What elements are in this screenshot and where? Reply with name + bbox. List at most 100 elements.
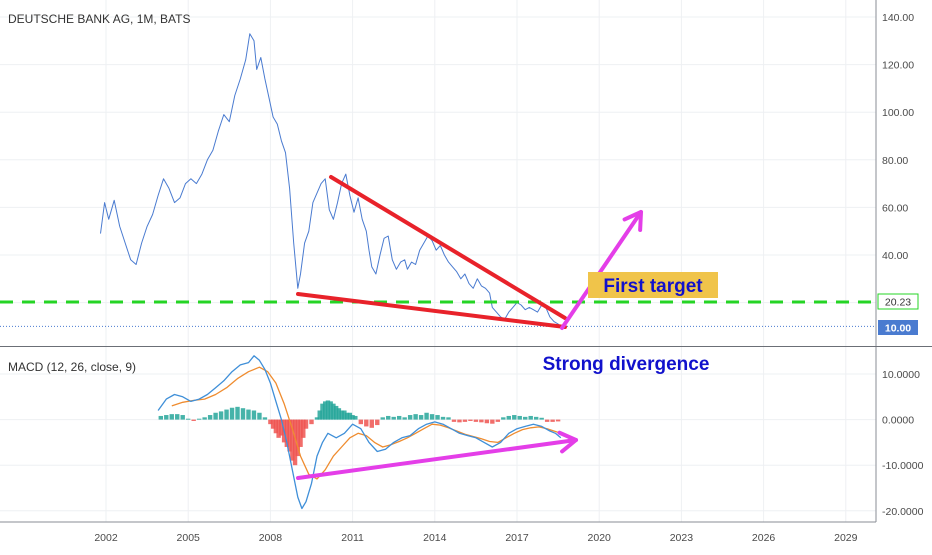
macd-histogram-bar (169, 414, 174, 420)
macd-histogram-bar (240, 408, 246, 420)
macd-histogram-bar (369, 419, 374, 428)
macd-histogram-bar (533, 416, 539, 420)
macd-histogram-bar (435, 415, 440, 420)
x-tick-label: 2023 (670, 532, 694, 544)
price-y-tick-label: 100.00 (882, 107, 914, 119)
lower-trendline (296, 292, 567, 329)
x-tick-label: 2017 (505, 532, 529, 544)
macd-histogram-bar (213, 412, 218, 420)
price-y-tick-label: 140.00 (882, 12, 914, 24)
macd-histogram-bar (495, 419, 501, 422)
first-target-label: First target (588, 272, 718, 298)
macd-histogram-bar (424, 412, 429, 420)
macd-histogram-bar (375, 419, 380, 426)
drawing-overlay (0, 175, 876, 480)
macd-histogram-bar (284, 419, 290, 447)
macd-histogram-bar (506, 415, 511, 420)
macd-histogram-bar (462, 419, 468, 422)
first-target-text: First target (603, 276, 703, 297)
macd-y-tick-label: 10.0000 (882, 369, 920, 381)
macd-histogram-bar (440, 416, 446, 420)
macd-histogram-bar (523, 416, 528, 420)
price-y-tick-label: 40.00 (882, 250, 908, 262)
macd-histogram-bar (320, 403, 325, 420)
macd-histogram-bar (550, 419, 555, 422)
price-y-tick-label: 120.00 (882, 60, 914, 72)
level-label-background (877, 293, 919, 310)
macd-histogram-bar (528, 415, 533, 420)
macd-histogram-bar (517, 415, 522, 420)
macd-histogram-bar (314, 417, 320, 420)
macd-histogram-bar (164, 415, 169, 420)
macd-histogram-bar (347, 412, 353, 420)
macd-histogram-bar (331, 403, 336, 420)
price-line (100, 33, 562, 327)
macd-histogram-bar (468, 419, 473, 421)
x-tick-label: 2020 (588, 532, 612, 544)
macd-histogram-bar (224, 409, 229, 420)
macd-histogram-bar (358, 419, 364, 425)
x-tick-label: 2011 (341, 532, 364, 544)
macd-histogram-bar (484, 419, 490, 424)
last-price-background (878, 320, 918, 335)
x-tick-label: 2008 (259, 532, 283, 544)
macd-histogram-bar (292, 419, 298, 466)
macd-histogram-bar (301, 419, 306, 438)
macd-histogram-bar (325, 400, 331, 420)
macd-histogram-bar (270, 419, 276, 429)
macd-histogram-bar (298, 419, 303, 447)
macd-line (157, 355, 562, 510)
macd-histogram-bar (386, 415, 391, 420)
macd-histogram-bar (544, 419, 550, 422)
macd-histogram (158, 400, 561, 466)
macd-histogram-bar (196, 418, 202, 420)
macd-histogram-bar (512, 415, 517, 420)
macd-histogram-bar (446, 417, 451, 420)
macd-histogram-bar (186, 418, 191, 420)
macd-histogram-bar (353, 415, 358, 420)
x-tick-label: 2002 (94, 532, 118, 544)
last-price-text: 10.00 (885, 323, 911, 335)
macd-histogram-bar (350, 415, 355, 420)
macd-histogram-bar (246, 409, 251, 420)
x-tick-label: 2026 (752, 532, 776, 544)
macd-histogram-bar (473, 419, 479, 422)
macd-histogram-bar (290, 419, 295, 461)
x-tick-label: 2014 (423, 532, 447, 544)
tick-labels: 2002 2005 2008 2011 2014 2017 2020 2023 2026 2029… (94, 12, 923, 544)
macd-histogram-bar (413, 414, 418, 420)
macd-histogram-bar (501, 417, 506, 420)
macd-histogram-bar (336, 408, 342, 420)
macd-histogram-bar (295, 419, 300, 457)
macd-histogram-bar (175, 414, 180, 420)
macd-histogram-bar (418, 415, 424, 420)
macd-histogram-bar (218, 411, 224, 420)
macd-y-tick-label: -10.0000 (882, 460, 924, 472)
macd-histogram-bar (158, 415, 163, 420)
divergence-arrow-head (557, 430, 578, 454)
macd-histogram-bar (268, 419, 273, 425)
macd-histogram-bar (339, 410, 344, 420)
level-label-box: 20.23 (877, 293, 919, 310)
macd-histogram-bar (235, 406, 240, 420)
macd-indicator-label: MACD (12, 26, close, 9) (8, 360, 136, 374)
macd-histogram-bar (391, 416, 396, 420)
chart-title: DEUTSCHE BANK AG, 1M, BATS (8, 12, 190, 26)
breakout-arrow-head (622, 210, 643, 232)
macd-histogram-bar (276, 419, 281, 438)
macd-histogram-bar (328, 401, 333, 420)
x-tick-label: 2029 (834, 532, 858, 544)
upper-trendline (329, 175, 567, 320)
macd-histogram-bar (273, 419, 279, 434)
price-y-tick-label: 80.00 (882, 155, 908, 167)
macd-histogram-bar (251, 410, 257, 420)
macd-histogram-bar (287, 419, 292, 452)
macd-histogram-bar (191, 419, 196, 421)
macd-histogram-bar (490, 419, 495, 424)
breakout-arrow (560, 210, 643, 330)
macd-histogram-bar (539, 417, 544, 420)
grid-lines (0, 0, 876, 522)
macd-histogram-bar (402, 417, 407, 420)
macd-histogram-bar (333, 405, 339, 420)
first-target-background (588, 272, 718, 298)
